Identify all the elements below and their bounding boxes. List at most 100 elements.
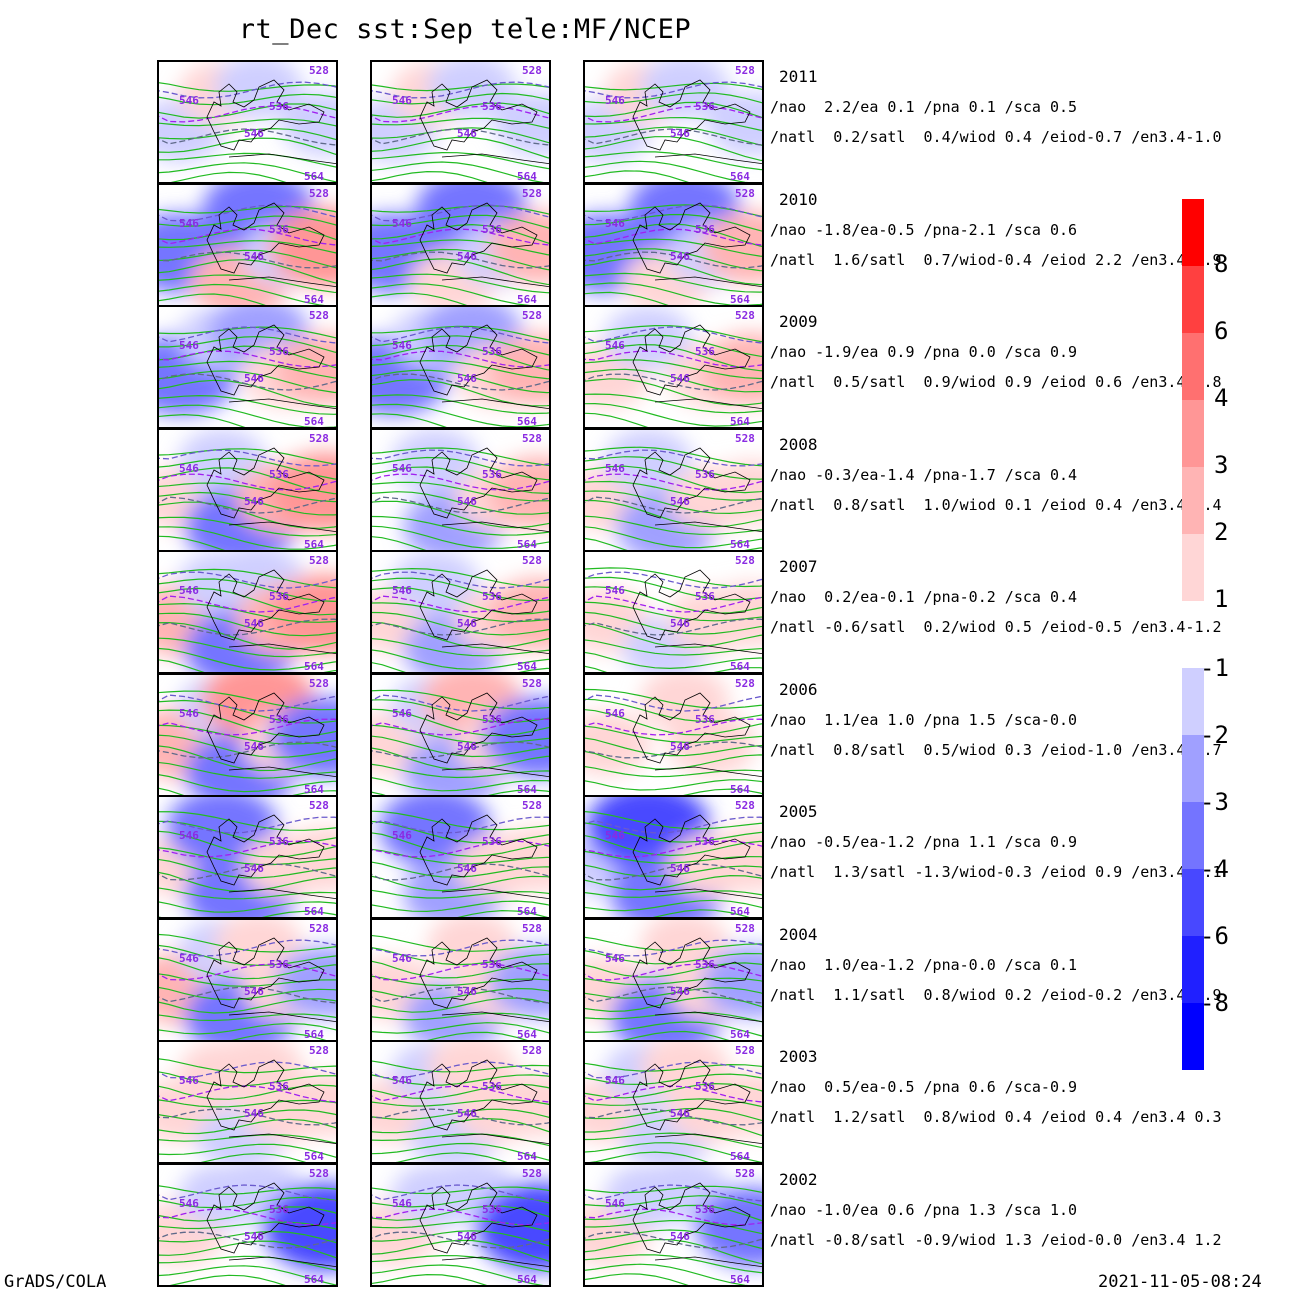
- height-contour: [159, 612, 336, 637]
- contour-label: 536: [695, 958, 715, 971]
- contour-label: 564: [517, 783, 537, 796]
- height-contour: [159, 761, 336, 779]
- height-contour: [372, 611, 549, 636]
- dashed-contour: [159, 1207, 336, 1225]
- footer-timestamp: 2021-11-05-08:24: [1098, 1272, 1262, 1292]
- height-contour: [372, 1098, 549, 1107]
- height-contour: [585, 343, 762, 372]
- colorbar-swatch-negative: [1182, 735, 1204, 802]
- colorbar-label: 4: [1214, 384, 1229, 412]
- dashed-contour: [372, 105, 549, 123]
- colorbar-label: -2: [1200, 721, 1229, 749]
- height-contour: [372, 525, 549, 549]
- row-indices-line2: /natl 1.2/satl 0.8/wiod 0.4 /eiod 0.4 /e…: [770, 1108, 1222, 1126]
- contour-label: 536: [482, 1080, 502, 1093]
- chart-title: rt_Dec sst:Sep tele:MF/NCEP: [238, 14, 692, 45]
- height-contour: [159, 283, 325, 305]
- map-panel-2008-col3: 528 536 546 546 564: [583, 427, 764, 552]
- dashed-contour: [159, 1231, 336, 1249]
- dashed-contour: [372, 128, 549, 146]
- height-contour: [585, 986, 762, 999]
- height-contour: [585, 1073, 762, 1086]
- height-contour: [585, 525, 762, 548]
- height-contour: [585, 651, 762, 670]
- height-contour: [159, 1196, 336, 1208]
- contour-label: 564: [517, 415, 537, 428]
- height-contour: [585, 835, 762, 857]
- height-contour: [159, 820, 336, 845]
- height-contour: [159, 292, 266, 305]
- contour-label: 546: [670, 250, 690, 263]
- height-contour: [585, 1107, 762, 1122]
- map-panel-2005-col1: 528 536 546 546 564: [157, 795, 338, 919]
- height-contour: [622, 1030, 730, 1040]
- height-contour: [159, 933, 336, 953]
- row-indices-line2: /natl 0.8/satl 0.5/wiod 0.3 /eiod-1.0 /e…: [770, 740, 1222, 759]
- height-contour: [585, 890, 762, 898]
- height-contour: [585, 281, 762, 305]
- dashed-contour: [585, 840, 762, 858]
- map-panel-2011-col1: 528 536 546 546 564: [157, 60, 338, 184]
- height-contour: [683, 787, 762, 795]
- anomaly-blob: [604, 429, 693, 493]
- row-indices-line1: /nao 1.1/ea 1.0 /pna 1.5 /sca-0.0: [770, 710, 1078, 729]
- height-contour: [159, 535, 225, 550]
- height-contour: [372, 456, 549, 480]
- contour-label: 528: [309, 432, 329, 445]
- contour-label: 546: [244, 372, 264, 385]
- map-panel-2005-col2: 528 536 546 546 564: [370, 795, 551, 919]
- height-contour: [159, 637, 336, 658]
- height-contour: [372, 996, 549, 1013]
- height-contour: [159, 214, 336, 227]
- height-contour: [159, 1255, 336, 1271]
- contour-label: 546: [605, 217, 625, 230]
- height-contour: [159, 997, 336, 1014]
- dashed-contour: [159, 250, 336, 269]
- contour-label: 546: [244, 862, 264, 875]
- dashed-contour: [585, 571, 762, 589]
- height-contour: [159, 516, 336, 537]
- height-contour: [585, 136, 762, 162]
- contour-label: 546: [179, 952, 199, 965]
- height-contour: [159, 162, 336, 182]
- height-contour: [372, 151, 549, 170]
- row-indices-line2: /natl 1.6/satl 0.7/wiod-0.4 /eiod 2.2 /e…: [770, 250, 1222, 269]
- contour-label: 546: [457, 495, 477, 508]
- contour-label: 536: [482, 223, 502, 236]
- anomaly-blob: [585, 710, 651, 775]
- colorbar-swatch-positive: [1182, 534, 1204, 601]
- contour-label: 546: [179, 94, 199, 107]
- height-contour: [585, 368, 762, 393]
- contour-label: 528: [309, 1044, 329, 1057]
- height-contour: [372, 567, 549, 588]
- dashed-contour: [372, 740, 549, 758]
- dashed-contour: [372, 693, 549, 712]
- dashed-contour: [585, 128, 762, 146]
- coastline: [206, 937, 336, 1022]
- anomaly-blob: [667, 710, 756, 775]
- contour-label: 546: [605, 952, 625, 965]
- height-contour: [585, 324, 762, 343]
- map-panel-2011-col2: 528 536 546 546 564: [370, 60, 551, 184]
- height-contour: [170, 171, 287, 182]
- height-contour: [159, 887, 336, 900]
- height-contour: [585, 170, 689, 182]
- coastline: [419, 1059, 549, 1145]
- height-contour: [159, 239, 336, 254]
- map-panel-2007-col2: 528 536 546 546 564: [370, 550, 551, 674]
- height-contour: [372, 1074, 549, 1086]
- contour-label: 546: [670, 495, 690, 508]
- contour-label: 564: [730, 538, 750, 551]
- height-contour: [585, 393, 762, 414]
- contour-label: 546: [392, 217, 412, 230]
- dashed-contour: [585, 1108, 762, 1126]
- dashed-contour: [585, 227, 762, 245]
- contour-label: 546: [457, 1230, 477, 1243]
- height-contour: [159, 621, 336, 650]
- height-contour: [372, 335, 549, 356]
- height-contour: [372, 889, 549, 899]
- contour-label: 536: [695, 1080, 715, 1093]
- height-contour: [372, 117, 549, 129]
- dashed-contour: [159, 326, 336, 344]
- height-contour: [585, 412, 649, 427]
